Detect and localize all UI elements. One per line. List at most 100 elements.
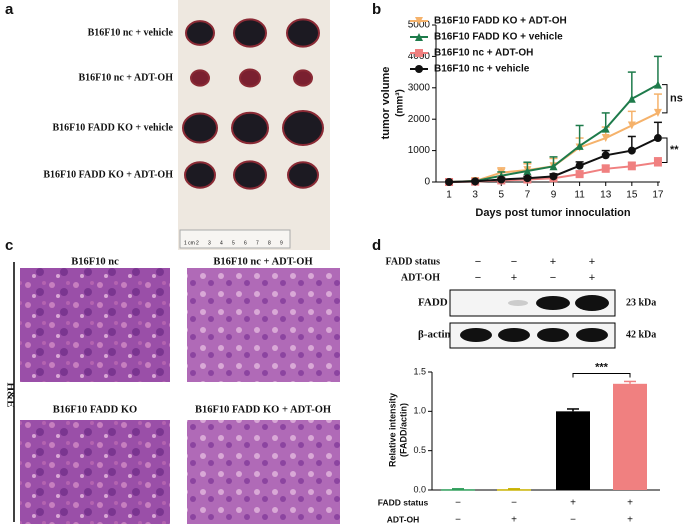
band-size: 42 kDa (626, 329, 656, 340)
band (537, 328, 569, 342)
tumor (287, 161, 319, 189)
marker (601, 134, 610, 143)
row-label: ADT-OH (401, 272, 440, 283)
bar (497, 489, 531, 491)
ruler (179, 229, 291, 249)
tumor (190, 69, 210, 87)
bar (613, 383, 647, 490)
marker (627, 94, 636, 103)
bar (441, 489, 475, 491)
marker (523, 167, 532, 176)
x-tick-label: 7 (525, 190, 531, 201)
photo-label: B16F10 FADD KO + ADT-OH (43, 169, 173, 180)
photo-label: B16F10 FADD KO + vehicle (53, 122, 174, 133)
ruler-label: 8 (268, 240, 271, 246)
marker (601, 151, 610, 160)
category-row-label: ADT-OH (387, 514, 420, 524)
marker (497, 175, 506, 184)
category-label: − (455, 515, 461, 526)
marker (415, 49, 423, 57)
category-label: + (627, 515, 633, 526)
x-tick-label: 17 (652, 190, 664, 201)
marker (549, 172, 558, 181)
marker (415, 17, 423, 25)
panel-label: a (5, 1, 14, 18)
legend-label: B16F10 FADD KO + vehicle (434, 32, 563, 43)
ruler-label: 6 (244, 240, 247, 246)
x-tick-label: 1 (446, 190, 452, 201)
sign: − (475, 256, 481, 268)
category-label: + (627, 498, 633, 509)
band-size: 23 kDa (626, 297, 656, 308)
tumor (185, 20, 215, 46)
marker (445, 178, 454, 186)
significance-bracket (572, 372, 631, 378)
histology-image (187, 420, 340, 524)
category-row-label: FADD status (378, 497, 429, 507)
band-label: FADD (418, 297, 448, 309)
band (575, 295, 609, 311)
bar (556, 411, 590, 490)
sign: + (550, 256, 556, 268)
significance-label: ** (670, 144, 679, 156)
y-tick-label: 1.0 (413, 406, 426, 416)
marker (415, 33, 423, 41)
sign: + (511, 272, 517, 284)
ruler-label: 3 (208, 240, 211, 246)
ruler-label: 9 (280, 240, 283, 246)
marker (627, 121, 636, 130)
marker (653, 80, 662, 89)
y-tick-label: 0.5 (413, 445, 426, 455)
marker (601, 164, 610, 173)
histology-title: B16F10 FADD KO + ADT-OH (195, 404, 331, 415)
histology-title: B16F10 nc + ADT-OH (213, 256, 312, 267)
marker (471, 177, 480, 186)
tumor (239, 68, 261, 88)
x-tick-label: 15 (626, 190, 638, 201)
band (536, 296, 570, 310)
y-tick-label: 0 (424, 177, 430, 188)
histology-title: B16F10 nc (71, 256, 119, 267)
y-axis-unit: (mm³) (395, 89, 406, 117)
panel-label: d (372, 237, 381, 254)
y-axis-title: Relative intensity (387, 393, 397, 467)
category-label: + (511, 515, 517, 526)
tumor (182, 112, 218, 144)
significance-label: *** (595, 361, 609, 373)
ruler-label: 4 (220, 240, 223, 246)
series-line (449, 112, 659, 183)
band-label: β-actin (418, 329, 451, 341)
legend-label: B16F10 nc + vehicle (434, 64, 530, 75)
marker (601, 124, 610, 133)
y-tick-label: 3000 (408, 82, 431, 93)
photo-label: B16F10 nc + vehicle (88, 27, 174, 38)
marker (627, 162, 636, 171)
x-tick-label: 9 (551, 190, 557, 201)
marker (653, 108, 662, 117)
ruler-label: 1 cm (184, 240, 195, 246)
x-tick-label: 13 (600, 190, 612, 201)
significance-label: ns (670, 93, 683, 105)
sign: − (550, 272, 556, 284)
category-label: + (570, 498, 576, 509)
x-tick-label: 11 (574, 190, 585, 201)
y-tick-label: 1.5 (413, 366, 426, 376)
tumor (184, 161, 216, 189)
row-label: FADD status (385, 256, 440, 267)
band (460, 328, 492, 342)
category-label: − (570, 515, 576, 526)
sign: + (589, 256, 595, 268)
x-axis-title: Days post tumor innoculation (475, 207, 631, 219)
marker (627, 146, 636, 155)
tumor (233, 160, 267, 190)
ruler-label: 7 (256, 240, 259, 246)
band (576, 328, 608, 342)
marker (415, 65, 423, 73)
marker (653, 158, 662, 167)
marker (549, 162, 558, 171)
marker (575, 141, 584, 150)
tumor (293, 69, 313, 87)
histology-image (187, 268, 340, 382)
